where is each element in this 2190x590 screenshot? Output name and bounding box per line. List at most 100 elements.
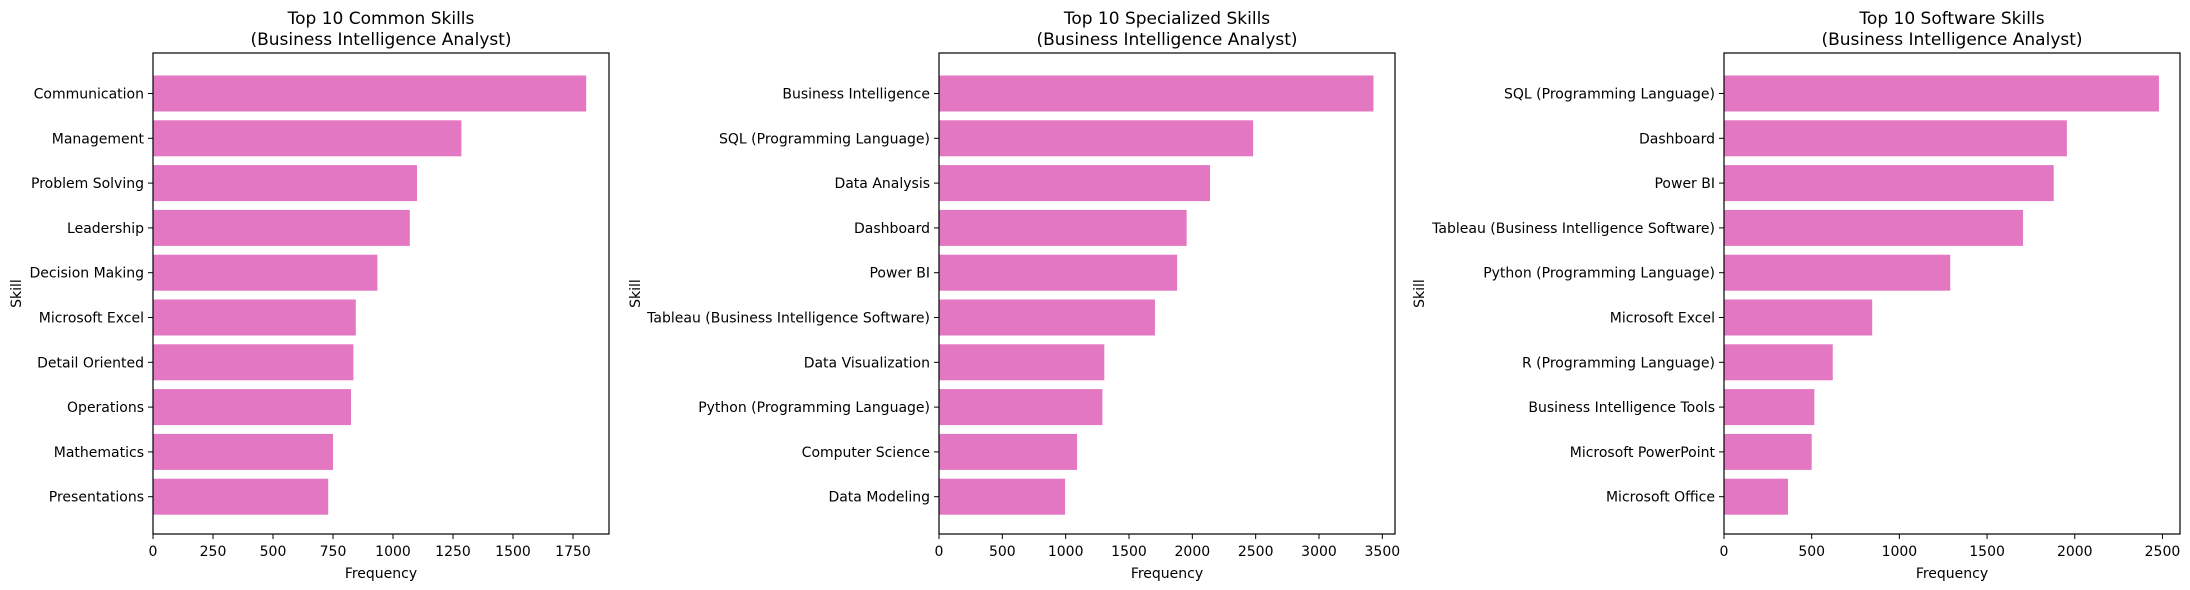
bar [1724,433,1812,470]
bar [939,478,1066,515]
x-tick-label: 750 [320,544,347,560]
bar [153,433,333,470]
bar [939,254,1178,291]
y-tick-label: Detail Oriented [37,355,144,371]
y-tick-label: Decision Making [30,266,144,282]
bar [153,299,356,336]
bar [153,209,410,246]
y-tick-label: Communication [34,87,144,103]
y-tick-label: Microsoft Excel [1610,311,1715,327]
axes-frame [938,52,1396,535]
y-tick-label: Dashboard [854,221,930,237]
y-tick-label: Leadership [67,221,144,237]
y-axis-label: Skill [1412,279,1428,308]
chart-title-line: Top 10 Common Skills [287,9,475,29]
y-tick-label: Business Intelligence Tools [1528,400,1715,416]
x-tick-label: 500 [989,544,1016,560]
x-tick-label: 1750 [555,544,591,560]
y-tick-label: Microsoft Office [1606,490,1715,506]
y-axis-label: Skill [628,279,644,308]
bar [153,389,351,426]
y-tick-label: Microsoft Excel [39,311,144,327]
bar [153,254,378,291]
x-tick-label: 0 [1720,544,1729,560]
y-tick-label: Power BI [1654,176,1715,192]
bar [1724,344,1833,381]
bar [1724,389,1815,426]
chart-title: Top 10 Software Skills (Business Intellig… [1821,9,2082,50]
y-tick-label: Management [52,131,145,147]
x-tick-label: 0 [149,544,158,560]
y-tick-label: Mathematics [54,445,144,461]
y-tick-label: Computer Science [802,445,930,461]
x-axis-label: Frequency [1131,566,1203,582]
x-tick-label: 1000 [375,544,411,560]
bar [153,75,587,112]
y-tick-label: Data Analysis [834,176,930,192]
x-tick-label: 500 [260,544,287,560]
bar [1724,254,1951,291]
bar [939,389,1103,426]
y-axis-label: Skill [9,279,25,308]
chart-title-line: (Business Intelligence Analyst) [1821,30,2082,50]
bar [939,120,1254,157]
bar [153,165,417,202]
y-tick-label: Tableau (Business Intelligence Software) [646,311,930,327]
chart-title: Top 10 Common Skills (Business Intelligen… [250,9,511,50]
bar [153,344,354,381]
x-tick-label: 1000 [1048,544,1084,560]
y-tick-label: Power BI [869,266,930,282]
bar [939,75,1374,112]
x-tick-label: 3500 [1365,544,1401,560]
y-tick-label: Problem Solving [31,176,144,192]
y-tick-label: Business Intelligence [782,87,930,103]
x-tick-label: 2500 [1238,544,1274,560]
bar [1724,478,1789,515]
y-tick-label: SQL (Programming Language) [719,131,930,147]
chart-title-line: (Business Intelligence Analyst) [1036,30,1297,50]
x-axis-label: Frequency [345,566,417,582]
chart-title-line: Top 10 Specialized Skills [1063,9,1270,29]
chart-title-line: (Business Intelligence Analyst) [250,30,511,50]
x-tick-label: 1250 [435,544,471,560]
bar [153,478,329,515]
y-tick-label: Dashboard [1639,131,1715,147]
bar [939,299,1155,336]
bar [939,344,1105,381]
y-tick-label: Data Modeling [828,490,930,506]
chart-panel-1: Communication Management Problem Solving Le… [9,9,610,582]
bar [153,120,462,157]
axes-frame [1723,52,2181,535]
y-tick-label: Tableau (Business Intelligence Software) [1431,221,1715,237]
x-tick-label: 1500 [495,544,531,560]
bar [939,209,1187,246]
axes-frame [152,52,610,535]
x-tick-label: 3000 [1301,544,1337,560]
y-tick-label: Python (Programming Language) [1483,266,1715,282]
bar [1724,165,2054,202]
bar [939,433,1078,470]
y-tick-label: SQL (Programming Language) [1504,87,1715,103]
x-axis-label: Frequency [1916,566,1988,582]
x-tick-label: 250 [200,544,227,560]
x-tick-label: 500 [1798,544,1825,560]
bar [1724,120,2067,157]
chart-title: Top 10 Specialized Skills (Business Intel… [1036,9,1297,50]
y-tick-label: Operations [67,400,144,416]
y-tick-label: R (Programming Language) [1522,355,1715,371]
x-tick-label: 2000 [1175,544,1211,560]
bar [1724,209,2024,246]
bar [1724,75,2159,112]
bar [1724,299,1873,336]
chart-title-line: Top 10 Software Skills [1858,9,2044,29]
y-tick-label: Presentations [49,490,144,506]
y-tick-label: Python (Programming Language) [698,400,930,416]
bar [939,165,1211,202]
chart-panel-3: SQL (Programming Language) Dashboard Power… [1412,9,2181,582]
y-tick-label: Data Visualization [804,355,930,371]
x-tick-label: 0 [935,544,944,560]
x-tick-label: 1500 [1111,544,1147,560]
x-tick-label: 2500 [2145,544,2181,560]
x-tick-label: 1000 [1882,544,1918,560]
